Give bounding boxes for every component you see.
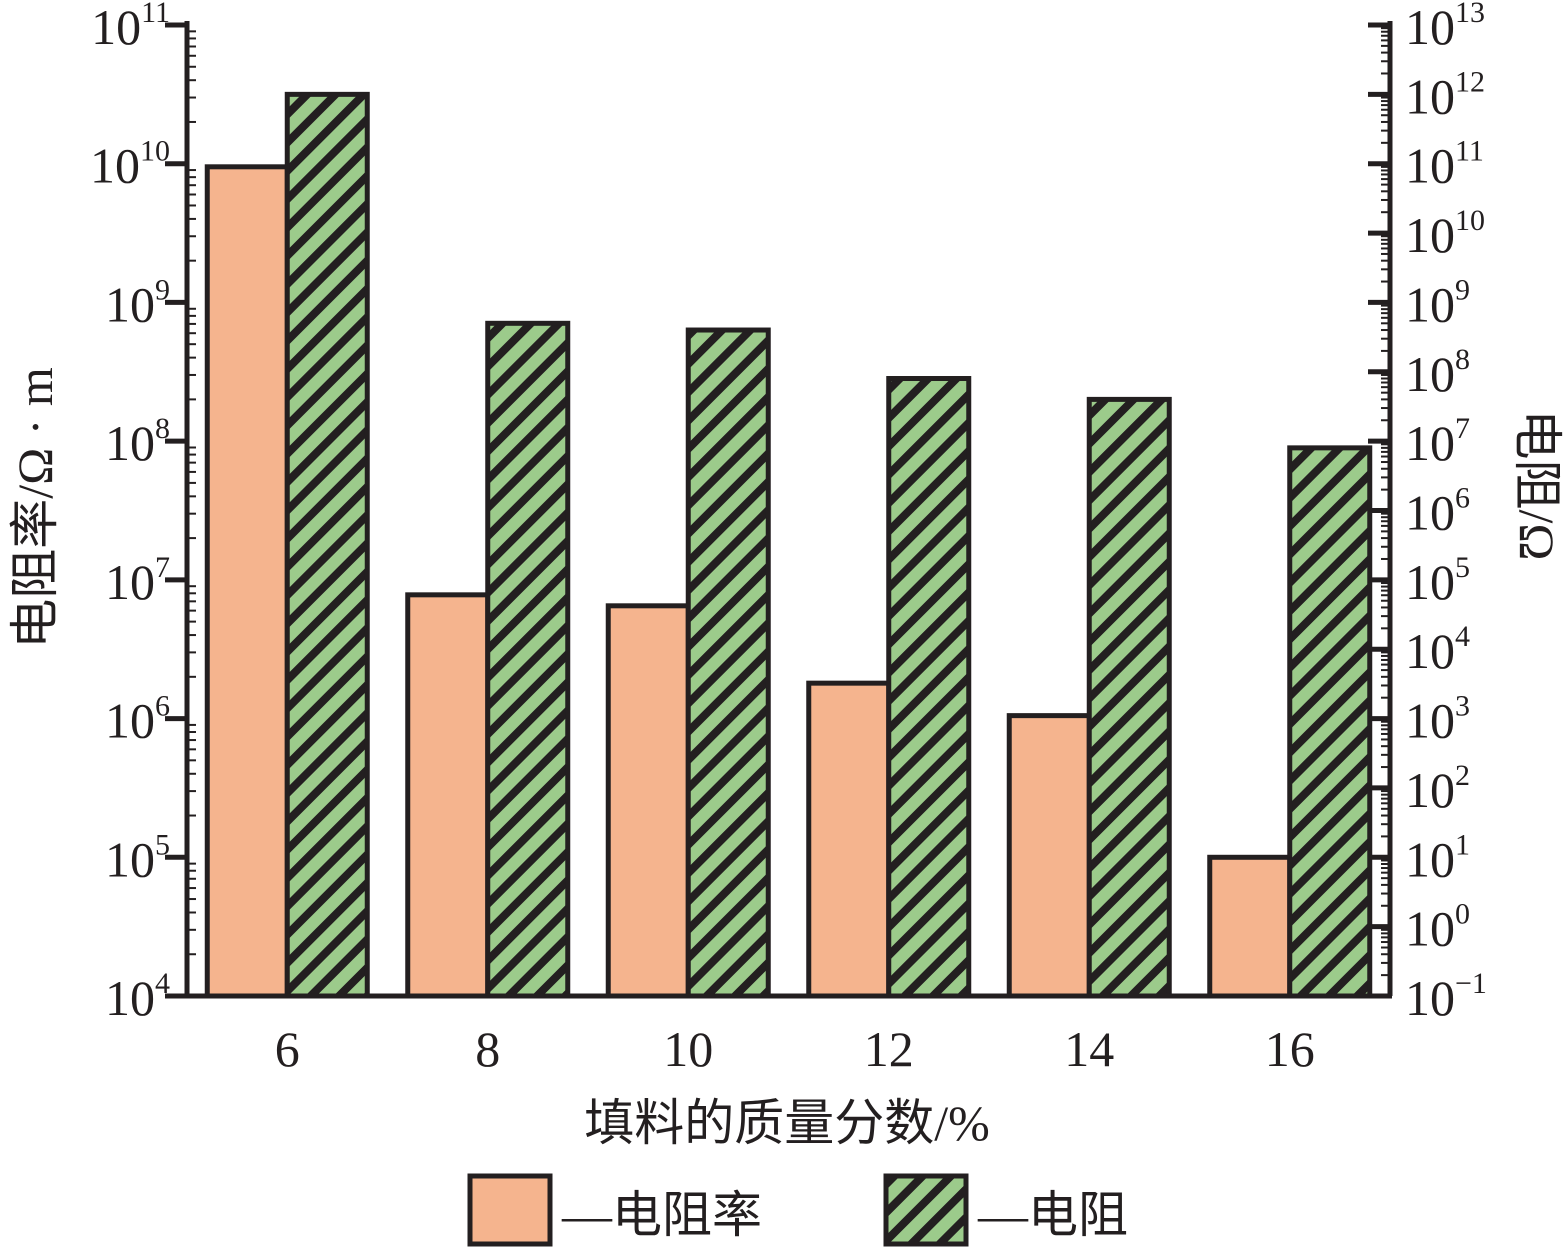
y-left-tick-label: 1011 [91,0,170,55]
bar-resistance-12 [886,376,972,999]
ticks-layer [165,22,1390,999]
bar-resistivity-10 [605,603,691,999]
y-right-tick-label: 104 [1405,620,1470,679]
x-tick-label-14: 14 [1064,1021,1114,1077]
bar-resistance-16 [1287,445,1373,999]
bar-resistivity-14 [1006,713,1092,999]
y-axis-left-title: 电阻率/Ω · m [7,367,63,649]
y-right-tick-label: 101 [1405,828,1470,887]
labels-layer: 1041051061071081091010101110−11001011021… [90,0,1487,1077]
bar-resistance-6 [284,91,370,999]
x-tick-label-12: 12 [864,1021,914,1077]
bar-resistance-10 [685,327,771,999]
legend-label-resistance: —电阻 [977,1187,1128,1243]
bar-resistivity-12 [806,680,892,999]
bar-resistance-8 [485,320,571,999]
y-left-tick-label: 104 [105,967,170,1026]
bar-resistivity-8 [405,592,491,999]
y-right-tick-label: 10−1 [1405,967,1487,1026]
bar-resistivity-16 [1207,854,1293,999]
y-right-tick-label: 103 [1405,690,1470,749]
y-left-tick-label: 106 [105,690,170,749]
legend-swatch-resistance [883,1173,969,1247]
y-right-tick-label: 1010 [1405,204,1485,263]
y-right-tick-label: 102 [1405,759,1470,818]
legend-label-resistivity: —电阻率 [561,1187,762,1243]
y-right-tick-label: 108 [1405,343,1470,402]
y-right-tick-label: 1011 [1405,135,1484,194]
legend-swatch-resistivity [467,1173,553,1247]
y-right-tick-label: 1012 [1405,65,1485,124]
x-tick-label-6: 6 [275,1021,300,1077]
bar-resistance-14 [1086,396,1172,999]
y-right-tick-label: 1013 [1405,0,1485,55]
y-left-tick-label: 1010 [90,135,170,194]
x-axis-title: 填料的质量分数/% [584,1095,990,1151]
x-tick-label-16: 16 [1265,1021,1315,1077]
y-left-tick-label: 109 [105,273,170,332]
legend: —电阻率 —电阻 [467,1173,1128,1247]
x-tick-label-10: 10 [663,1021,713,1077]
y-right-tick-label: 105 [1405,551,1470,610]
y-right-tick-label: 100 [1405,898,1470,957]
bars-layer [204,91,1373,999]
bar-resistivity-6 [204,164,290,999]
y-left-tick-label: 105 [105,828,170,887]
y-right-tick-label: 109 [1405,273,1470,332]
y-left-tick-label: 107 [105,551,170,610]
y-right-tick-label: 106 [1405,482,1470,541]
x-tick-label-8: 8 [475,1021,500,1077]
y-axis-right-title: 电阻/Ω [1509,409,1565,560]
y-left-tick-label: 108 [105,412,170,471]
y-right-tick-label: 107 [1405,412,1470,471]
